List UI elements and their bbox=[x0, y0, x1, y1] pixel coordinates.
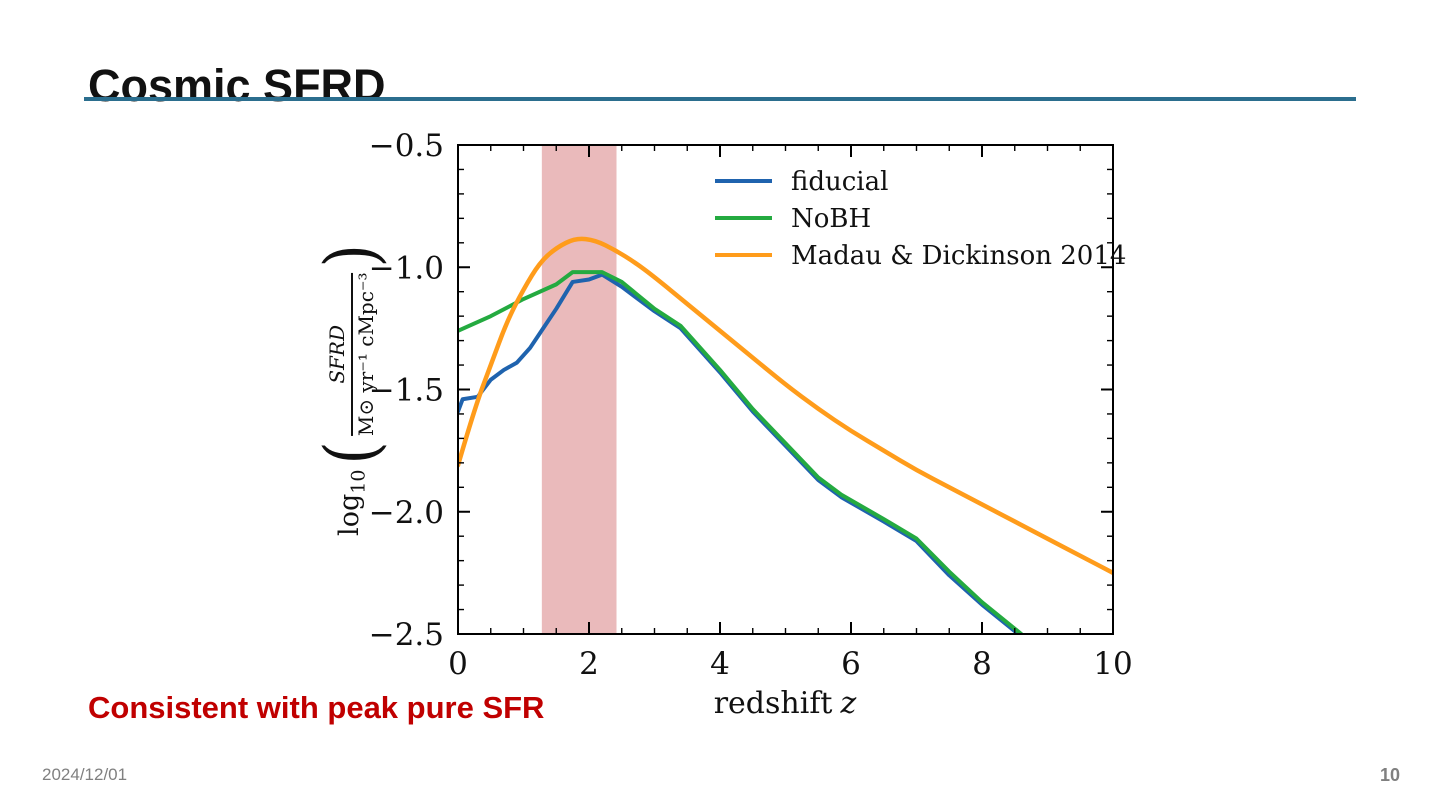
series-group bbox=[457, 236, 1114, 635]
y-tick-label: −1.5 bbox=[369, 373, 444, 409]
ylabel-numerator: SFRD bbox=[325, 272, 353, 437]
series-line-fiducial bbox=[457, 272, 1023, 635]
legend-label: NoBH bbox=[791, 204, 871, 234]
y-axis-label: log10 ( SFRD M⊙ yr⁻¹ cMpc⁻³ ) bbox=[310, 244, 394, 536]
page-title: Cosmic SFRD bbox=[88, 60, 386, 112]
tick-marks bbox=[457, 144, 1114, 635]
y-tick-label: −1.0 bbox=[369, 250, 444, 286]
ylabel-log: log10 bbox=[334, 469, 370, 536]
legend-label: fiducial bbox=[791, 167, 888, 197]
ylabel-denominator: M⊙ yr⁻¹ cMpc⁻³ bbox=[354, 272, 378, 437]
x-tick-label: 2 bbox=[579, 646, 599, 682]
y-tick-label: −0.5 bbox=[369, 128, 444, 164]
xlabel-text: redshift bbox=[713, 686, 833, 721]
x-tick-label: 8 bbox=[972, 646, 992, 682]
slide-page-number: 10 bbox=[1379, 765, 1400, 785]
legend: fiducial NoBH Madau & Dickinson 2014 bbox=[715, 167, 1126, 271]
xlabel-variable: z bbox=[840, 686, 857, 721]
x-axis-label: redshift z bbox=[714, 686, 857, 721]
x-tick-label: 6 bbox=[841, 646, 861, 682]
legend-label: Madau & Dickinson 2014 bbox=[791, 241, 1126, 271]
slide-date: 2024/12/01 bbox=[42, 765, 128, 784]
x-tick-label: 0 bbox=[448, 646, 468, 682]
y-tick-label: −2.0 bbox=[369, 495, 444, 531]
ylabel-fraction: SFRD M⊙ yr⁻¹ cMpc⁻³ bbox=[325, 272, 378, 437]
ylabel-paren-open: ( bbox=[310, 441, 394, 465]
series-line-madau-dickinson-2014 bbox=[457, 236, 1114, 576]
x-tick-label: 4 bbox=[710, 646, 730, 682]
series-line-nobh bbox=[457, 270, 1024, 635]
conclusion-note: Consistent with peak pure SFR bbox=[88, 690, 545, 725]
x-tick-label: 10 bbox=[1093, 646, 1132, 682]
title-underline bbox=[84, 97, 1356, 101]
peak-sfr-band bbox=[541, 145, 617, 634]
ylabel-paren-close: ) bbox=[310, 244, 394, 268]
y-tick-label: −2.5 bbox=[369, 617, 444, 653]
